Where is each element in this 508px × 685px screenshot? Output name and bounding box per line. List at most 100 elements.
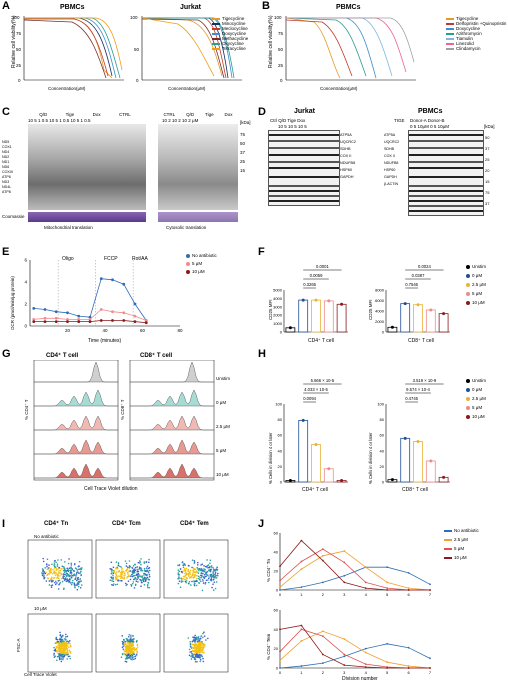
- flow-event: [121, 653, 124, 656]
- y-tick-label: 0: [382, 330, 385, 335]
- flow-event: [195, 638, 198, 641]
- data-point: [407, 646, 410, 649]
- flow-event: [70, 569, 72, 572]
- flow-event: [135, 580, 138, 583]
- flow-event: [41, 572, 44, 575]
- flow-event: [210, 578, 213, 581]
- data-point: [111, 319, 114, 322]
- bar: [311, 444, 321, 483]
- flow-event: [196, 645, 199, 647]
- bar: [323, 300, 334, 333]
- flow-event: [145, 567, 148, 569]
- flow-event: [194, 658, 197, 661]
- flow-event: [127, 575, 130, 578]
- flow-event: [182, 570, 184, 572]
- flow-event: [70, 564, 73, 566]
- flow-event: [112, 584, 114, 587]
- legend-label: Unstim: [472, 378, 487, 383]
- flow-event: [68, 567, 71, 569]
- flow-event: [61, 635, 64, 637]
- flow-plot-frame: [27, 539, 93, 599]
- flow-event: [64, 644, 66, 646]
- flow-event: [58, 572, 60, 574]
- panel-b-legend-item: Azithromycin: [446, 31, 506, 36]
- panel-i-title-tem: CD4⁺ Tem: [180, 521, 209, 527]
- flow-event: [127, 654, 130, 656]
- p-value-label: 0.0001: [316, 264, 329, 269]
- flow-event: [42, 576, 45, 578]
- data-point: [364, 647, 367, 650]
- flow-event: [203, 643, 206, 646]
- flow-event: [136, 573, 139, 576]
- protein-label: HSP60: [340, 168, 353, 172]
- flow-event: [80, 570, 82, 573]
- flow-event: [121, 569, 123, 571]
- flow-event: [212, 572, 215, 575]
- flow-event: [68, 649, 71, 652]
- panel-a-left-axes: 100 75 50 25 0: [12, 15, 124, 83]
- y-tick-label: 60: [380, 433, 385, 438]
- flow-event: [45, 580, 48, 582]
- flow-event: [209, 559, 212, 562]
- flow-event: [114, 583, 117, 586]
- flow-event: [202, 632, 204, 635]
- flow-event: [204, 565, 207, 568]
- flow-event: [178, 573, 180, 576]
- flow-event: [199, 647, 202, 650]
- lane-label: Tige: [205, 112, 214, 117]
- panel-g-histograms: % CD4⁺ T % CD8⁺ T Cell Trace Violet dilu…: [24, 360, 230, 492]
- protein-label: GAPDH: [340, 175, 354, 179]
- flow-event: [201, 575, 204, 577]
- flow-event: [203, 568, 205, 570]
- flow-event: [200, 576, 203, 579]
- flow-event: [127, 657, 130, 659]
- flow-event: [66, 658, 69, 660]
- flow-event: [215, 568, 217, 571]
- flow-event: [197, 577, 200, 580]
- flow-event: [191, 580, 193, 583]
- flow-event: [206, 570, 209, 573]
- flow-event: [50, 570, 52, 572]
- flow-event: [116, 566, 119, 569]
- flow-event: [67, 562, 70, 565]
- flow-event: [183, 570, 186, 572]
- flow-event: [135, 648, 138, 651]
- series-line: [279, 643, 431, 669]
- flow-event: [193, 568, 195, 571]
- flow-event: [69, 643, 71, 645]
- panel-b-legend-item: Clindamycin: [446, 46, 506, 51]
- flow-event: [205, 575, 208, 577]
- protein-label: ND4L: [2, 185, 12, 189]
- bar-point: [288, 326, 292, 330]
- flow-event: [129, 575, 132, 577]
- bar-point: [340, 302, 344, 306]
- protein-label: ND4: [2, 150, 10, 154]
- flow-event: [80, 584, 83, 586]
- flow-event: [185, 576, 188, 579]
- flow-event: [210, 573, 213, 576]
- series-line: [279, 625, 430, 669]
- flow-event: [185, 573, 188, 576]
- y-tick-label: 40: [380, 448, 385, 453]
- protein-label: COXIII: [2, 170, 13, 174]
- flow-event: [206, 559, 208, 561]
- flow-event: [194, 657, 196, 659]
- flow-event: [76, 569, 79, 571]
- panel-a-legend-item: Oxycycline: [212, 41, 260, 46]
- panel-b-legend-item: Tiamulin: [446, 36, 506, 41]
- y-tick-label: 20: [274, 569, 279, 574]
- flow-event: [199, 643, 202, 646]
- flow-event: [65, 636, 67, 638]
- flow-event: [185, 567, 188, 570]
- flow-event: [136, 578, 138, 581]
- panel-d-tige: TIGE: [394, 118, 405, 123]
- flow-event: [50, 567, 52, 570]
- flow-event: [139, 579, 142, 581]
- x-tick-label: 5: [386, 592, 389, 597]
- flow-event: [128, 560, 131, 562]
- flow-event: [191, 654, 193, 656]
- data-point: [32, 320, 36, 323]
- flow-event: [123, 572, 126, 574]
- flow-event: [132, 653, 135, 655]
- flow-event: [208, 566, 210, 569]
